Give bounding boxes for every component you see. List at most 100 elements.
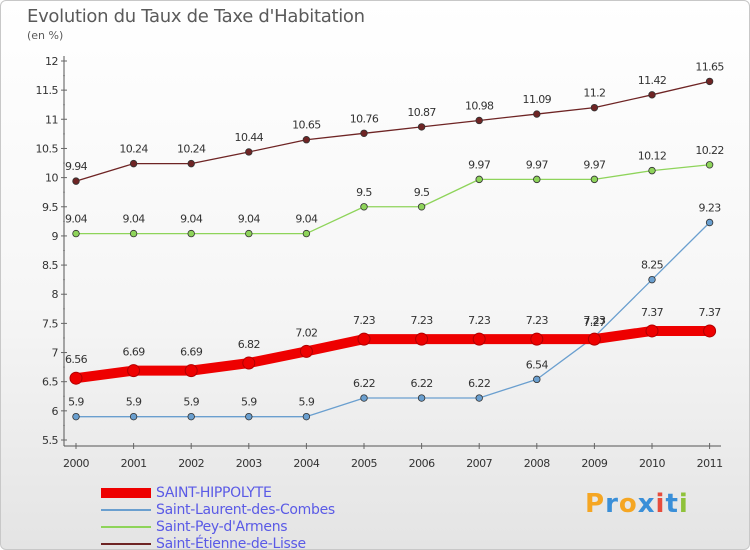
logo-letter: P bbox=[585, 489, 606, 519]
x-tick-label: 2001 bbox=[121, 457, 147, 470]
data-point bbox=[648, 166, 656, 175]
data-label: 7.23 bbox=[411, 314, 434, 327]
data-label: 10.98 bbox=[465, 99, 494, 112]
x-tick-label: 2004 bbox=[293, 457, 319, 470]
x-tick-label: 2010 bbox=[639, 457, 665, 470]
data-point bbox=[415, 332, 429, 346]
data-label: 10.24 bbox=[177, 143, 206, 156]
y-tick-label: 11 bbox=[45, 113, 58, 126]
x-tick-label: 2006 bbox=[409, 457, 435, 470]
data-point bbox=[705, 161, 714, 169]
y-tick-label: 5.5 bbox=[42, 434, 58, 447]
data-point bbox=[533, 110, 541, 118]
data-point bbox=[245, 148, 253, 156]
data-point bbox=[72, 229, 80, 238]
data-point bbox=[417, 123, 426, 131]
data-label: 7.23 bbox=[526, 314, 549, 327]
data-label: 7.37 bbox=[699, 306, 722, 319]
data-point bbox=[302, 229, 311, 238]
legend-swatch bbox=[101, 488, 151, 498]
data-point bbox=[242, 356, 256, 370]
data-label: 7.02 bbox=[295, 326, 317, 339]
data-point bbox=[129, 412, 138, 421]
y-tick-label: 10 bbox=[45, 172, 58, 185]
data-point bbox=[587, 332, 601, 346]
data-point bbox=[590, 103, 599, 112]
data-label: 9.97 bbox=[468, 158, 491, 171]
data-point bbox=[187, 412, 195, 421]
data-point bbox=[299, 344, 313, 358]
data-point bbox=[187, 159, 195, 168]
data-label: 6.82 bbox=[238, 338, 260, 351]
data-label: 10.87 bbox=[407, 106, 436, 119]
x-tick-label: 2008 bbox=[524, 457, 550, 470]
data-label: 9.04 bbox=[295, 213, 318, 226]
data-label: 10.65 bbox=[292, 119, 321, 132]
data-point bbox=[360, 203, 368, 211]
data-point bbox=[705, 218, 714, 227]
data-point bbox=[705, 77, 714, 86]
data-point bbox=[245, 412, 253, 421]
data-point bbox=[129, 159, 138, 168]
legend-label: Saint-Laurent-des-Combes bbox=[156, 502, 335, 518]
y-tick-label: 6 bbox=[52, 405, 59, 418]
x-tick-label: 2005 bbox=[351, 457, 377, 470]
data-label: 6.22 bbox=[411, 377, 433, 390]
data-label: 9.04 bbox=[238, 213, 261, 226]
data-point bbox=[184, 364, 198, 378]
data-point bbox=[417, 203, 426, 211]
data-label: 7.37 bbox=[641, 306, 664, 319]
x-tick-label: 2009 bbox=[581, 457, 607, 470]
data-label: 9.23 bbox=[699, 202, 722, 215]
data-label: 7.23 bbox=[583, 314, 606, 327]
legend-label: SAINT-HIPPOLYTE bbox=[156, 485, 272, 501]
legend-label: Saint-Étienne-de-Lisse bbox=[156, 536, 306, 550]
data-point bbox=[648, 275, 656, 284]
legend-swatch bbox=[101, 543, 151, 545]
data-label: 10.44 bbox=[235, 131, 264, 144]
logo-letter: t bbox=[665, 489, 679, 519]
series-line bbox=[71, 325, 715, 384]
data-point bbox=[475, 175, 483, 184]
x-tick-label: 2003 bbox=[236, 457, 262, 470]
data-label: 9.97 bbox=[526, 158, 549, 171]
data-point bbox=[72, 412, 80, 421]
data-label: 6.22 bbox=[353, 377, 375, 390]
data-label: 7.23 bbox=[468, 314, 491, 327]
data-label: 7.23 bbox=[353, 314, 376, 327]
x-tick-label: 2002 bbox=[178, 457, 204, 470]
logo-letter: x bbox=[637, 489, 656, 519]
data-label: 5.9 bbox=[68, 396, 84, 409]
data-label: 5.9 bbox=[183, 396, 199, 409]
data-label: 11.65 bbox=[695, 60, 724, 73]
data-point bbox=[475, 394, 483, 402]
logo-letter: i bbox=[678, 489, 689, 519]
data-point bbox=[360, 129, 368, 138]
proxiti-logo: Proxiti bbox=[585, 489, 689, 519]
data-label: 9.94 bbox=[65, 160, 88, 173]
data-label: 11.2 bbox=[583, 87, 605, 100]
data-point bbox=[127, 364, 141, 378]
data-label: 6.54 bbox=[526, 358, 549, 371]
data-label: 11.42 bbox=[638, 74, 667, 87]
y-tick-label: 7 bbox=[52, 347, 59, 360]
y-tick-label: 9 bbox=[52, 230, 59, 243]
y-tick-label: 12 bbox=[45, 55, 58, 68]
logo-letter: i bbox=[655, 489, 666, 519]
x-tick-label: 2011 bbox=[697, 457, 723, 470]
data-point bbox=[417, 394, 426, 402]
data-point bbox=[645, 324, 659, 338]
data-point bbox=[69, 371, 83, 385]
y-tick-label: 8.5 bbox=[42, 259, 58, 272]
data-label: 5.9 bbox=[299, 396, 315, 409]
y-tick-label: 10.5 bbox=[36, 142, 59, 155]
data-point bbox=[302, 136, 311, 144]
legend-swatch bbox=[101, 526, 151, 528]
data-point bbox=[530, 332, 544, 346]
y-tick-label: 8 bbox=[52, 288, 59, 301]
data-label: 10.76 bbox=[350, 112, 379, 125]
data-label: 9.5 bbox=[356, 186, 372, 199]
data-label: 9.04 bbox=[123, 213, 146, 226]
series-line bbox=[75, 221, 711, 418]
